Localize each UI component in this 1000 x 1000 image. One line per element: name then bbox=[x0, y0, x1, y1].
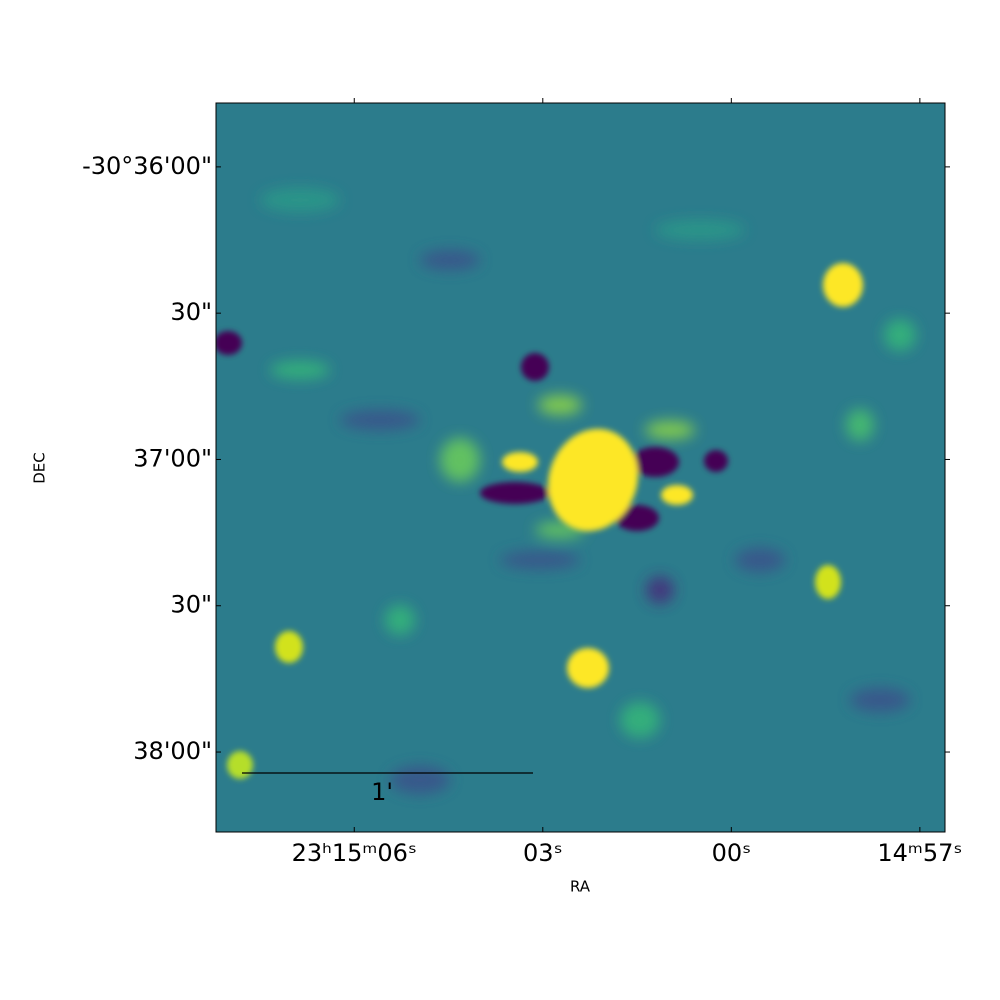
sky-image bbox=[216, 103, 945, 832]
y-axis-label: DEC bbox=[31, 452, 49, 484]
x-tick-label: 00ˢ bbox=[712, 839, 752, 867]
x-tick-label: 03ˢ bbox=[523, 839, 563, 867]
y-tick-label: -30°36'00" bbox=[82, 152, 212, 180]
scale-bar-label: 1' bbox=[371, 778, 393, 806]
x-tick-label: 14ᵐ57ˢ bbox=[877, 839, 962, 867]
y-tick-label: 30" bbox=[170, 591, 212, 619]
y-tick-label: 30" bbox=[170, 298, 212, 326]
y-tick-label: 37'00" bbox=[133, 444, 212, 472]
axes-frame bbox=[215, 102, 946, 833]
x-tick-label: 23ʰ15ᵐ06ˢ bbox=[292, 839, 417, 867]
y-tick-label: 38'00" bbox=[133, 737, 212, 765]
x-axis-label: RA bbox=[570, 878, 591, 896]
